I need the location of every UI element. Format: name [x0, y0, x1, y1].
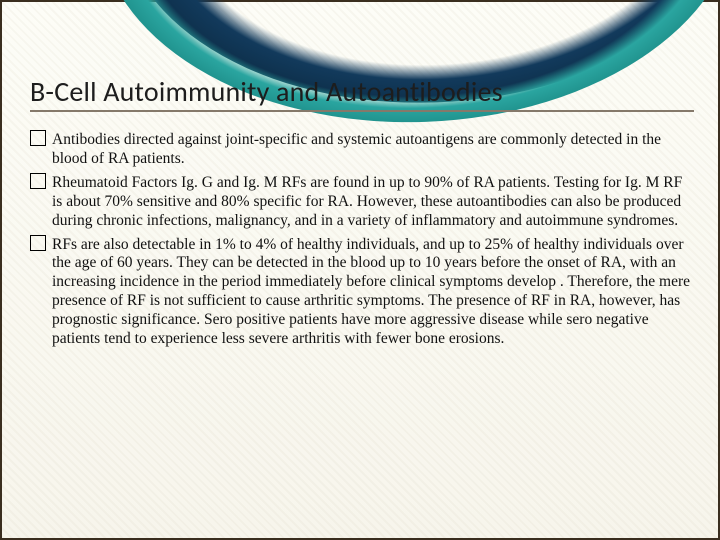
- bullet-item: RFs are also detectable in 1% to 4% of h…: [30, 233, 694, 349]
- decorative-arc-teal: [91, 0, 720, 133]
- bullet-text: Antibodies directed against joint-specif…: [52, 131, 661, 167]
- slide-body: Antibodies directed against joint-specif…: [30, 128, 694, 351]
- bullet-text: Rheumatoid Factors Ig. G and Ig. M RFs a…: [52, 174, 682, 229]
- bullet-text: RFs are also detectable in 1% to 4% of h…: [52, 236, 690, 348]
- square-bullet-icon: [30, 173, 46, 189]
- bullet-item: Antibodies directed against joint-specif…: [30, 128, 694, 169]
- bullet-item: Rheumatoid Factors Ig. G and Ig. M RFs a…: [30, 171, 694, 231]
- slide: B-Cell Autoimmunity and Autoantibodies A…: [0, 0, 720, 540]
- title-underline: [30, 110, 694, 112]
- square-bullet-icon: [30, 130, 46, 146]
- square-bullet-icon: [30, 235, 46, 251]
- slide-title: B-Cell Autoimmunity and Autoantibodies: [30, 74, 503, 109]
